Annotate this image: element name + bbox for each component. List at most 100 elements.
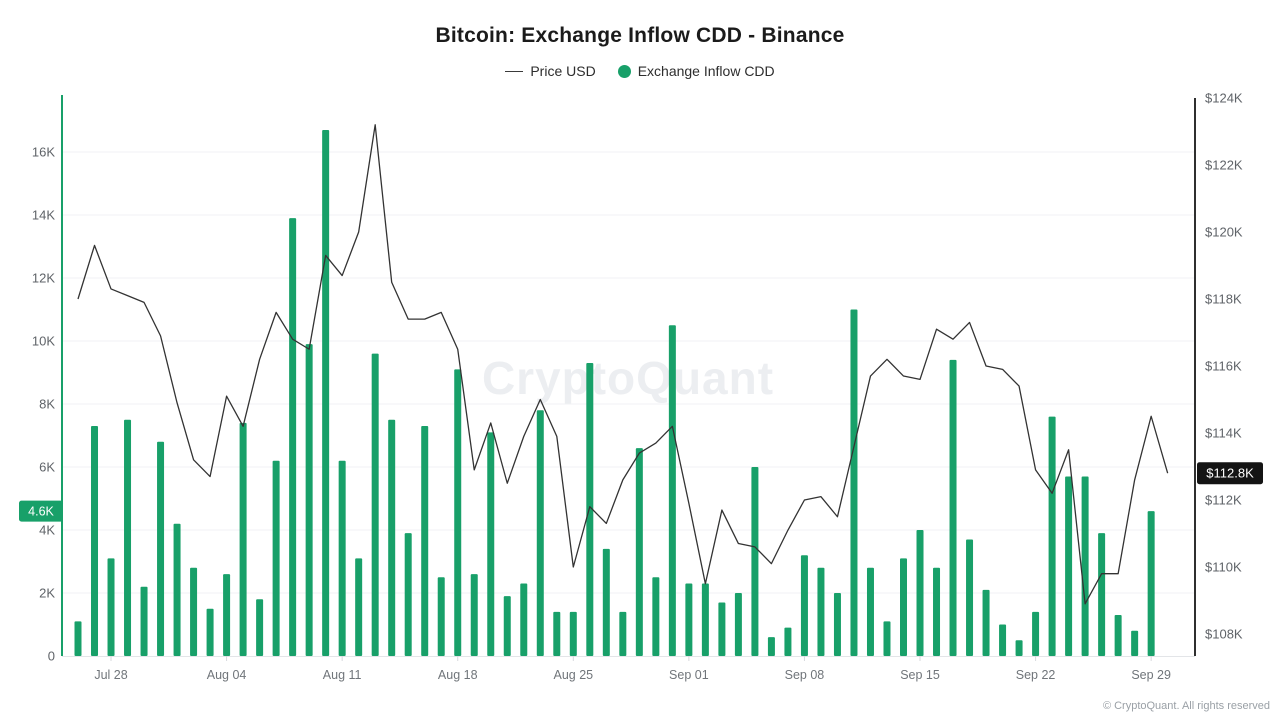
x-axis-tick-label: Sep 01	[669, 668, 709, 682]
inflow-bar[interactable]	[1098, 533, 1106, 656]
inflow-bar[interactable]	[635, 448, 643, 656]
inflow-current-badge	[19, 500, 63, 522]
inflow-bar[interactable]	[437, 577, 445, 656]
inflow-bar[interactable]	[800, 555, 808, 656]
inflow-cdd-dot-icon	[617, 64, 631, 78]
inflow-current-badge-label: 4.6K	[28, 505, 54, 519]
inflow-bar[interactable]	[767, 637, 775, 656]
inflow-bar[interactable]	[652, 577, 660, 656]
legend-label-inflow: Exchange Inflow CDD	[637, 63, 775, 79]
inflow-bar[interactable]	[701, 583, 709, 656]
inflow-bar[interactable]	[371, 353, 379, 656]
inflow-bar[interactable]	[1015, 640, 1023, 656]
right-axis-tick-label: $124K	[1205, 91, 1243, 106]
right-axis-tick-label: $108K	[1205, 627, 1243, 642]
copyright-notice: © CryptoQuant. All rights reserved	[1102, 700, 1270, 712]
inflow-bar[interactable]	[223, 574, 231, 656]
inflow-bar[interactable]	[239, 422, 247, 656]
inflow-bar[interactable]	[883, 621, 891, 656]
inflow-bar[interactable]	[850, 309, 858, 657]
inflow-bar[interactable]	[916, 530, 924, 656]
x-axis-tick-label: Sep 22	[1016, 668, 1056, 682]
inflow-bar[interactable]	[1147, 511, 1155, 656]
inflow-bar[interactable]	[734, 593, 742, 656]
inflow-bar[interactable]	[190, 567, 198, 656]
inflow-bar[interactable]	[305, 344, 313, 656]
inflow-bar[interactable]	[107, 558, 115, 656]
inflow-bar[interactable]	[338, 460, 346, 656]
inflow-bar[interactable]	[404, 533, 412, 656]
legend-item-exchange-inflow-cdd[interactable]: Exchange Inflow CDD	[617, 63, 775, 79]
inflow-bar[interactable]	[322, 129, 330, 656]
right-axis-tick-label: $110K	[1205, 560, 1242, 575]
chart-title: Bitcoin: Exchange Inflow CDD - Binance	[435, 24, 845, 47]
inflow-bar[interactable]	[91, 426, 99, 656]
inflow-bar[interactable]	[1081, 476, 1089, 656]
inflow-bar[interactable]	[866, 567, 874, 656]
chart-legend: Price USD Exchange Inflow CDD	[0, 63, 1280, 79]
right-axis-tick-label: $116K	[1205, 359, 1242, 374]
inflow-bar[interactable]	[602, 548, 610, 656]
inflow-bar[interactable]	[751, 467, 759, 656]
inflow-bar[interactable]	[454, 369, 462, 656]
inflow-bar[interactable]	[470, 574, 478, 656]
inflow-bar[interactable]	[586, 363, 594, 656]
left-axis-tick-label: 2K	[39, 586, 55, 601]
inflow-bar[interactable]	[124, 419, 132, 656]
inflow-bar[interactable]	[569, 611, 577, 656]
inflow-bar[interactable]	[1065, 476, 1073, 656]
inflow-bar[interactable]	[718, 602, 726, 656]
x-axis-tick-label: Jul 28	[94, 668, 127, 682]
inflow-bar[interactable]	[933, 567, 941, 656]
inflow-bar[interactable]	[900, 558, 907, 656]
inflow-bar[interactable]	[536, 410, 544, 656]
inflow-bar[interactable]	[784, 627, 792, 656]
inflow-bar[interactable]	[999, 624, 1007, 657]
left-axis-tick-label: 8K	[39, 397, 55, 412]
legend-item-price-usd[interactable]: Price USD	[505, 63, 596, 79]
inflow-bar[interactable]	[388, 419, 396, 656]
inflow-bar[interactable]	[1032, 611, 1040, 656]
inflow-bar[interactable]	[140, 586, 148, 656]
inflow-bar[interactable]	[272, 460, 280, 656]
inflow-bar[interactable]	[355, 558, 363, 656]
inflow-bar[interactable]	[421, 426, 429, 656]
inflow-bar[interactable]	[668, 325, 676, 656]
right-axis-tick-label: $112K	[1205, 493, 1242, 508]
inflow-bar[interactable]	[817, 567, 825, 656]
inflow-bar[interactable]	[982, 589, 990, 656]
inflow-bar[interactable]	[619, 611, 627, 656]
inflow-bar[interactable]	[966, 539, 974, 656]
x-axis-tick-label: Sep 15	[900, 668, 940, 682]
inflow-bar[interactable]	[206, 608, 214, 656]
inflow-bar[interactable]	[520, 583, 528, 656]
inflow-bar[interactable]	[289, 218, 297, 656]
x-axis-tick-label: Aug 11	[323, 668, 362, 682]
inflow-bar[interactable]	[173, 523, 181, 656]
watermark: CryptoQuant	[482, 352, 774, 404]
right-axis-tick-label: $122K	[1205, 158, 1243, 173]
inflow-bar[interactable]	[833, 593, 841, 656]
inflow-bar[interactable]	[1131, 630, 1139, 656]
price-current-badge-label: $112.8K	[1206, 466, 1254, 481]
inflow-bar[interactable]	[256, 599, 264, 656]
inflow-bar[interactable]	[74, 621, 82, 656]
inflow-bar[interactable]	[1048, 416, 1056, 656]
x-axis-tick-label: Aug 04	[207, 668, 247, 682]
x-axis-tick-label: Aug 18	[438, 668, 478, 682]
right-axis-tick-label: $118K	[1205, 292, 1242, 307]
inflow-bar[interactable]	[1114, 615, 1122, 656]
price-current-badge	[1197, 462, 1263, 485]
inflow-bar[interactable]	[157, 441, 165, 656]
left-axis-tick-label: 6K	[39, 460, 55, 475]
price-line	[77, 124, 1169, 605]
inflow-bar[interactable]	[503, 596, 511, 656]
inflow-bar[interactable]	[949, 359, 957, 656]
inflow-bar[interactable]	[553, 611, 561, 656]
right-axis-tick-label: $114K	[1205, 426, 1242, 441]
left-axis-tick-label: 10K	[32, 334, 55, 349]
inflow-bar[interactable]	[487, 432, 495, 656]
inflow-bar[interactable]	[685, 583, 693, 656]
